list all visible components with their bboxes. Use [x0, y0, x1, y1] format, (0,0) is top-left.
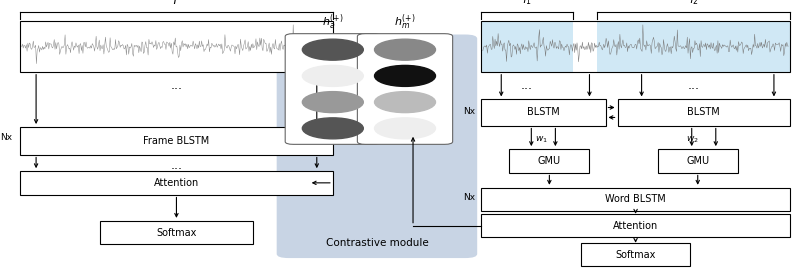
- Bar: [481, 21, 790, 72]
- Bar: [20, 21, 333, 72]
- Text: BLSTM: BLSTM: [527, 107, 560, 118]
- Circle shape: [302, 118, 363, 139]
- Bar: [597, 21, 790, 72]
- Text: Contrastive module: Contrastive module: [326, 238, 428, 248]
- Circle shape: [375, 92, 435, 113]
- Text: $f_2$: $f_2$: [689, 0, 699, 7]
- Text: ···: ···: [521, 83, 533, 96]
- Text: Word BLSTM: Word BLSTM: [606, 194, 666, 205]
- Bar: [481, 21, 573, 72]
- Text: GMU: GMU: [687, 156, 709, 166]
- Circle shape: [375, 118, 435, 139]
- Text: GMU: GMU: [538, 156, 561, 166]
- Text: Softmax: Softmax: [615, 250, 656, 260]
- Text: Frame BLSTM: Frame BLSTM: [144, 136, 209, 146]
- Bar: [481, 214, 790, 237]
- Circle shape: [375, 39, 435, 60]
- FancyBboxPatch shape: [358, 34, 452, 144]
- Text: Attention: Attention: [613, 221, 658, 231]
- Bar: [100, 221, 253, 244]
- Bar: [658, 149, 738, 172]
- Circle shape: [302, 39, 363, 60]
- Text: Softmax: Softmax: [156, 227, 196, 238]
- Text: ···: ···: [688, 83, 699, 96]
- Text: $w_2$: $w_2$: [686, 134, 699, 145]
- FancyBboxPatch shape: [277, 34, 477, 258]
- Bar: [481, 188, 790, 211]
- Circle shape: [302, 65, 363, 86]
- Text: ···: ···: [171, 163, 182, 176]
- Bar: [581, 243, 690, 266]
- Text: Nx: Nx: [463, 107, 475, 116]
- Text: ···: ···: [171, 83, 182, 96]
- Bar: [20, 171, 333, 195]
- Text: BLSTM: BLSTM: [687, 107, 720, 118]
- Bar: [509, 149, 589, 172]
- Circle shape: [375, 65, 435, 86]
- Text: $h_a^{(+)}$: $h_a^{(+)}$: [322, 12, 344, 32]
- FancyBboxPatch shape: [286, 34, 380, 144]
- Text: $w_1$: $w_1$: [535, 134, 548, 145]
- Text: $f$: $f$: [172, 0, 180, 7]
- Text: Attention: Attention: [154, 178, 199, 188]
- Bar: [481, 99, 606, 126]
- Text: Nx: Nx: [0, 134, 12, 142]
- Text: $f_1$: $f_1$: [522, 0, 532, 7]
- Text: $h_m^{(+)}$: $h_m^{(+)}$: [394, 12, 416, 32]
- Circle shape: [302, 92, 363, 113]
- Bar: [618, 99, 790, 126]
- Bar: [20, 127, 333, 155]
- Text: Nx: Nx: [463, 193, 475, 202]
